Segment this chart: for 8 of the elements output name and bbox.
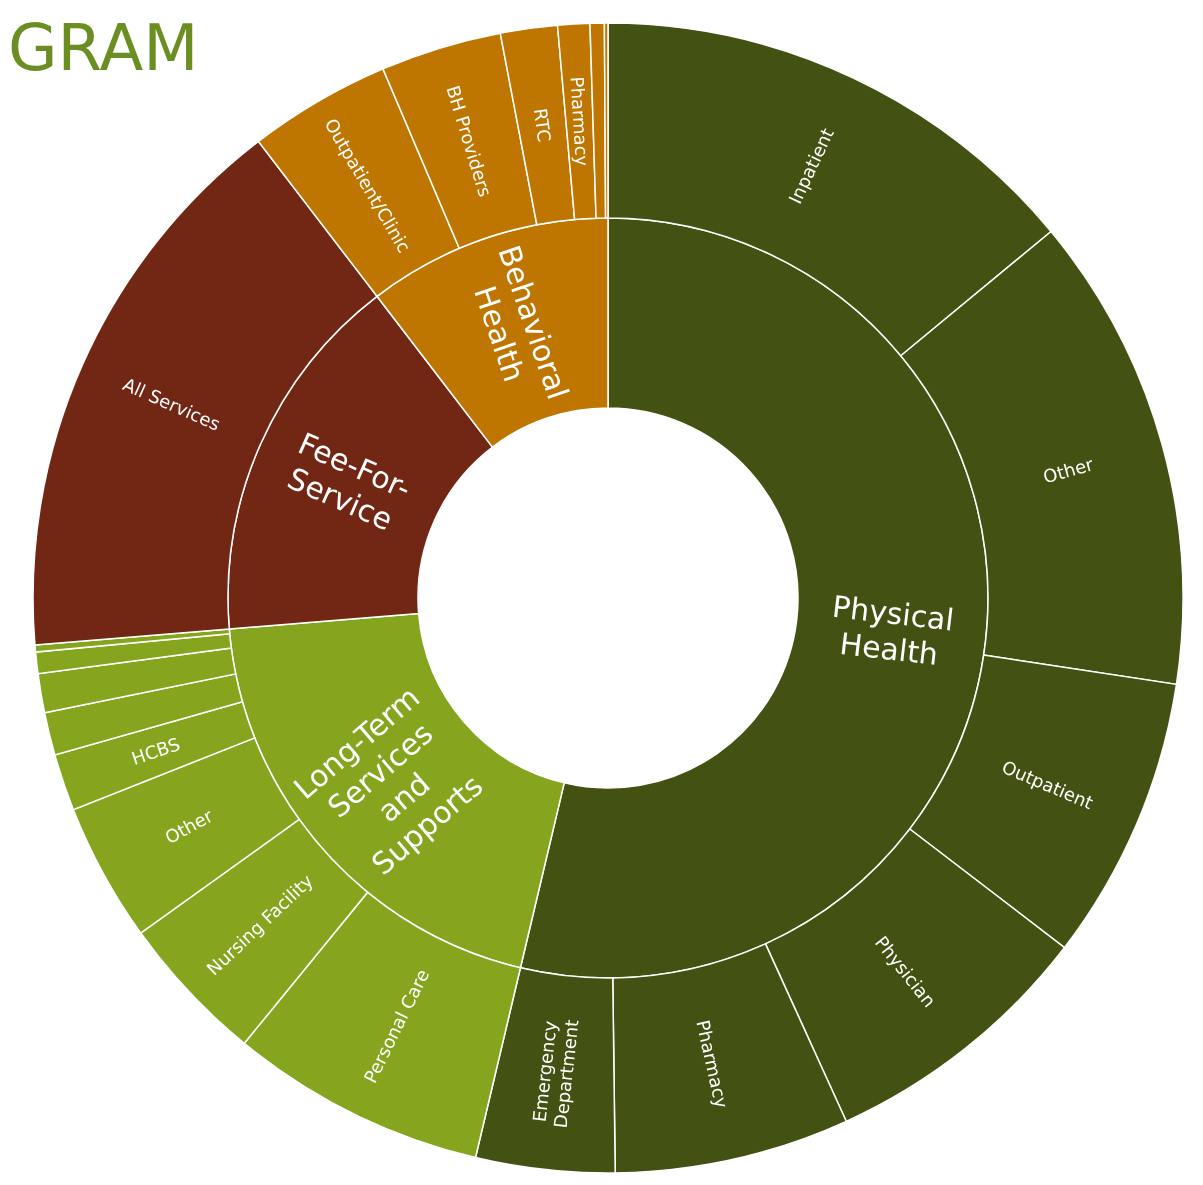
slice-label: RTC: [529, 106, 556, 144]
slice-label: Pharmacy: [692, 1017, 733, 1111]
chart-title: GRAM: [8, 11, 199, 85]
slice-label: Emergency Department: [528, 1018, 583, 1130]
slice-label: HCBS: [128, 733, 183, 769]
slice-label: Pharmacy: [566, 76, 593, 167]
slice-label: Physical Health: [830, 588, 956, 673]
slice-label: Other: [1040, 453, 1097, 488]
